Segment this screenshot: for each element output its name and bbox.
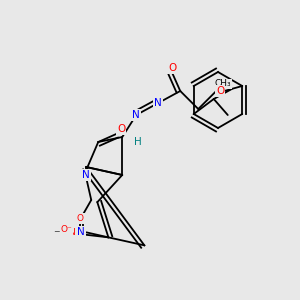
Text: O: O <box>77 214 84 223</box>
Text: N: N <box>76 227 84 237</box>
Text: O: O <box>216 86 224 96</box>
Text: N: N <box>154 98 162 108</box>
Text: H: H <box>134 137 142 147</box>
Text: O: O <box>168 63 176 73</box>
Text: N: N <box>132 110 140 120</box>
Text: NO₂: NO₂ <box>68 228 85 237</box>
Text: ⁻: ⁻ <box>53 228 60 241</box>
Text: O: O <box>117 124 125 134</box>
Text: N: N <box>82 170 90 180</box>
Text: CH₃: CH₃ <box>215 80 231 88</box>
Text: O⁻: O⁻ <box>61 225 72 234</box>
